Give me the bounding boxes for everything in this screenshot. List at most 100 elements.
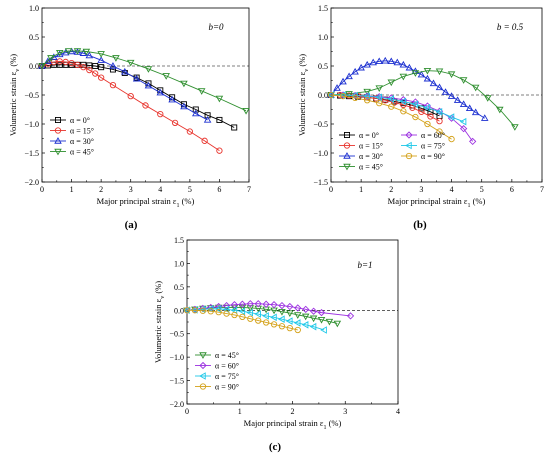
legend-item: α = 75° bbox=[195, 372, 239, 381]
data-point bbox=[301, 313, 310, 321]
data-point bbox=[447, 71, 456, 79]
x-tick-label: 7 bbox=[540, 185, 544, 194]
data-point bbox=[351, 67, 359, 75]
legend-swatch-marker bbox=[199, 383, 207, 390]
data-point bbox=[325, 318, 334, 326]
data-point bbox=[412, 113, 419, 121]
data-point bbox=[423, 74, 432, 82]
data-point bbox=[254, 300, 262, 308]
y-tick-label: −0.5 bbox=[24, 91, 39, 100]
data-point bbox=[317, 316, 326, 324]
x-tick-label: 2 bbox=[291, 407, 295, 416]
data-point bbox=[231, 311, 238, 319]
legend-label: α = 30° bbox=[70, 137, 94, 146]
data-point bbox=[411, 100, 419, 109]
x-tick-label: 4 bbox=[450, 185, 454, 194]
data-point bbox=[351, 91, 358, 100]
data-point bbox=[97, 51, 105, 58]
data-point bbox=[44, 57, 52, 65]
data-point bbox=[339, 77, 347, 85]
data-point bbox=[97, 74, 105, 81]
data-point bbox=[203, 116, 212, 123]
data-point bbox=[199, 307, 206, 314]
data-point bbox=[441, 88, 450, 95]
y-tick-label: 0.0 bbox=[174, 306, 184, 315]
data-point bbox=[183, 307, 191, 314]
panel-label: (c) bbox=[269, 441, 282, 453]
data-point bbox=[399, 60, 408, 68]
data-point bbox=[436, 128, 443, 135]
x-axis-label: Major principal strain ε1 (%) bbox=[97, 196, 195, 209]
data-point bbox=[320, 326, 327, 334]
legend-swatch-marker bbox=[199, 372, 206, 380]
data-point bbox=[204, 112, 211, 119]
data-point bbox=[399, 97, 407, 106]
data-point bbox=[496, 106, 504, 114]
data-point bbox=[393, 58, 402, 66]
data-point bbox=[73, 48, 82, 55]
y-tick-label: −2.0 bbox=[24, 178, 39, 187]
chart-panel-1: 0 1 2 3 4 5 6 7 −2.0 −1.5 −1.0 −0.5 0.0 0.5 1.0 Major p… bbox=[8, 4, 251, 209]
data-point bbox=[98, 64, 105, 71]
data-point bbox=[230, 306, 238, 315]
data-point bbox=[180, 102, 188, 110]
data-point bbox=[387, 79, 396, 87]
data-point bbox=[121, 67, 129, 75]
data-point bbox=[278, 323, 286, 330]
b-annotation: b = 0.5 bbox=[497, 22, 524, 32]
legend-item: α = 15° bbox=[339, 142, 383, 151]
series-7 bbox=[327, 91, 455, 143]
legend-label: α = 0° bbox=[359, 131, 379, 140]
data-point bbox=[215, 95, 224, 103]
y-tick-label: −1.5 bbox=[24, 149, 39, 158]
data-point bbox=[215, 309, 222, 316]
data-point bbox=[230, 301, 239, 309]
y-tick-label: −0.5 bbox=[169, 330, 184, 339]
data-point bbox=[369, 58, 377, 66]
data-point bbox=[201, 137, 208, 144]
x-tick-label: 0 bbox=[329, 185, 333, 194]
data-point bbox=[309, 315, 318, 323]
data-point bbox=[469, 137, 477, 146]
series-line bbox=[41, 60, 220, 152]
data-point bbox=[216, 116, 223, 123]
legend-item: α = 45° bbox=[50, 148, 94, 157]
b-annotation: b=1 bbox=[357, 260, 372, 270]
data-point bbox=[423, 103, 431, 112]
legend-item: α = 30° bbox=[50, 137, 94, 146]
y-axis-label: Volumetric strain εv (%) bbox=[8, 54, 21, 136]
data-point bbox=[79, 49, 88, 56]
data-point bbox=[62, 58, 69, 66]
data-point bbox=[180, 80, 188, 88]
data-point bbox=[480, 114, 489, 121]
data-point bbox=[156, 88, 165, 96]
data-point bbox=[74, 61, 81, 68]
data-point bbox=[357, 63, 365, 71]
series-line bbox=[330, 94, 452, 140]
data-point bbox=[206, 305, 214, 313]
x-tick-label: 1 bbox=[238, 407, 242, 416]
x-tick-label: 2 bbox=[389, 185, 393, 194]
data-point bbox=[375, 57, 384, 65]
data-point bbox=[132, 74, 141, 82]
legend-label: α = 45° bbox=[70, 148, 94, 157]
data-point bbox=[435, 68, 444, 76]
legend-label: α = 90° bbox=[421, 152, 445, 161]
x-tick-label: 2 bbox=[99, 185, 103, 194]
panel-label: (a) bbox=[125, 219, 138, 231]
data-point bbox=[293, 312, 302, 319]
data-point bbox=[144, 66, 153, 73]
data-point bbox=[126, 59, 135, 67]
legend-item: α = 30° bbox=[339, 152, 383, 161]
data-point bbox=[246, 300, 254, 308]
data-point bbox=[278, 301, 286, 310]
x-tick-label: 7 bbox=[247, 185, 251, 194]
chart-panel-3: 0 1 2 3 4 −2.0 −1.5 −1.0 −0.5 0.0 0.5 1.0 1.5 Major p… bbox=[153, 236, 400, 431]
data-point bbox=[301, 321, 309, 329]
legend-item: α = 90° bbox=[195, 383, 239, 392]
data-point bbox=[239, 313, 246, 320]
y-axis-label: Volumetric strain εv (%) bbox=[153, 281, 166, 363]
data-point bbox=[447, 92, 456, 99]
legend-item: α = 60° bbox=[401, 131, 445, 140]
